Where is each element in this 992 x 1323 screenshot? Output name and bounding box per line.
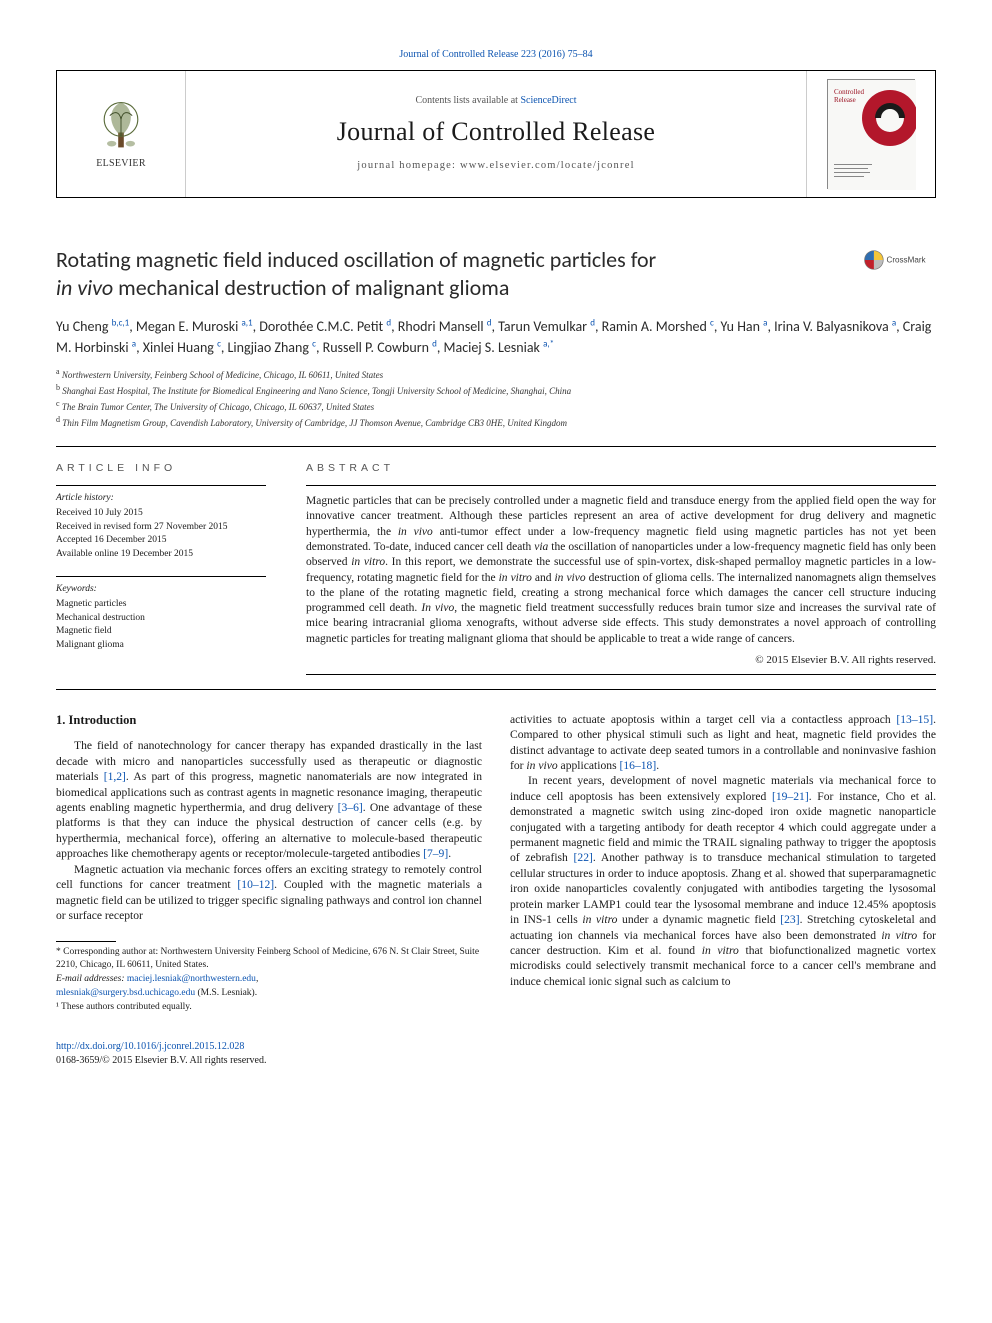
article-history: Article history: Received 10 July 2015Re… (56, 492, 266, 562)
keyword: Mechanical destruction (56, 612, 266, 626)
body-paragraph: In recent years, development of novel ma… (510, 773, 936, 989)
keywords: Keywords: Magnetic particlesMechanical d… (56, 583, 266, 653)
body-column-right: activities to actuate apoptosis within a… (510, 712, 936, 1015)
sciencedirect-link[interactable]: ScienceDirect (520, 95, 576, 106)
email-link-1[interactable]: maciej.lesniak@northwestern.edu (127, 974, 256, 984)
abstract-rule-bottom (306, 674, 936, 675)
cover-thumb-box: Controlled Release (807, 71, 935, 197)
info-rule (56, 485, 266, 486)
abstract-heading: ABSTRACT (306, 461, 936, 475)
article-title: Rotating magnetic field induced oscillat… (56, 246, 844, 302)
footnote-separator (56, 941, 116, 942)
journal-citation: Journal of Controlled Release 223 (2016)… (56, 48, 936, 62)
history-line: Available online 19 December 2015 (56, 548, 266, 562)
section-heading-introduction: 1. Introduction (56, 712, 482, 729)
body-paragraph: activities to actuate apoptosis within a… (510, 712, 936, 774)
article-info-heading: ARTICLE INFO (56, 461, 266, 475)
history-line: Received 10 July 2015 (56, 507, 266, 521)
history-heading: Article history: (56, 492, 266, 506)
abstract-text: Magnetic particles that can be precisely… (306, 494, 936, 647)
equal-contribution: ¹ These authors contributed equally. (56, 1001, 482, 1014)
elsevier-tree-icon (93, 97, 149, 153)
keyword: Malignant glioma (56, 639, 266, 653)
journal-header: ELSEVIER Contents lists available at Sci… (56, 70, 936, 198)
affiliations: a Northwestern University, Feinberg Scho… (56, 366, 936, 430)
keyword: Magnetic field (56, 625, 266, 639)
email-link-2[interactable]: mlesniak@surgery.bsd.uchicago.edu (56, 988, 195, 998)
email-addresses: E-mail addresses: maciej.lesniak@northwe… (56, 973, 482, 986)
keyword: Magnetic particles (56, 598, 266, 612)
author-list: Yu Cheng b,c,1, Megan E. Muroski a,1, Do… (56, 316, 936, 358)
doi-link[interactable]: http://dx.doi.org/10.1016/j.jconrel.2015… (56, 1041, 244, 1052)
journal-cover-thumbnail: Controlled Release (827, 79, 915, 189)
svg-text:Release: Release (834, 96, 856, 104)
journal-homepage: journal homepage: www.elsevier.com/locat… (357, 159, 634, 173)
keywords-heading: Keywords: (56, 583, 266, 597)
issn-copyright: 0168-3659/© 2015 Elsevier B.V. All right… (56, 1055, 266, 1066)
body-paragraph: The field of nanotechnology for cancer t… (56, 738, 482, 861)
section-rule (56, 689, 936, 690)
info-rule (56, 576, 266, 577)
section-rule (56, 446, 936, 447)
crossmark-badge[interactable]: CrossMark (864, 250, 936, 275)
history-line: Received in revised form 27 November 201… (56, 521, 266, 535)
abstract-rule (306, 485, 936, 486)
email-addresses-2: mlesniak@surgery.bsd.uchicago.edu (M.S. … (56, 987, 482, 1000)
corresponding-author: * Corresponding author at: Northwestern … (56, 946, 482, 972)
body-paragraph: Magnetic actuation via mechanic forces o… (56, 862, 482, 924)
svg-text:Controlled: Controlled (834, 88, 864, 96)
journal-name: Journal of Controlled Release (337, 114, 655, 149)
elsevier-wordmark: ELSEVIER (96, 157, 146, 171)
body-column-left: 1. Introduction The field of nanotechnol… (56, 712, 482, 1015)
journal-citation-link[interactable]: Journal of Controlled Release 223 (2016)… (399, 49, 592, 60)
svg-text:CrossMark: CrossMark (887, 255, 927, 264)
history-line: Accepted 16 December 2015 (56, 534, 266, 548)
contents-available: Contents lists available at ScienceDirec… (415, 94, 576, 108)
elsevier-logo-box: ELSEVIER (57, 71, 185, 197)
page-footer: http://dx.doi.org/10.1016/j.jconrel.2015… (56, 1040, 936, 1067)
footnotes: * Corresponding author at: Northwestern … (56, 946, 482, 1013)
abstract-copyright: © 2015 Elsevier B.V. All rights reserved… (306, 653, 936, 668)
